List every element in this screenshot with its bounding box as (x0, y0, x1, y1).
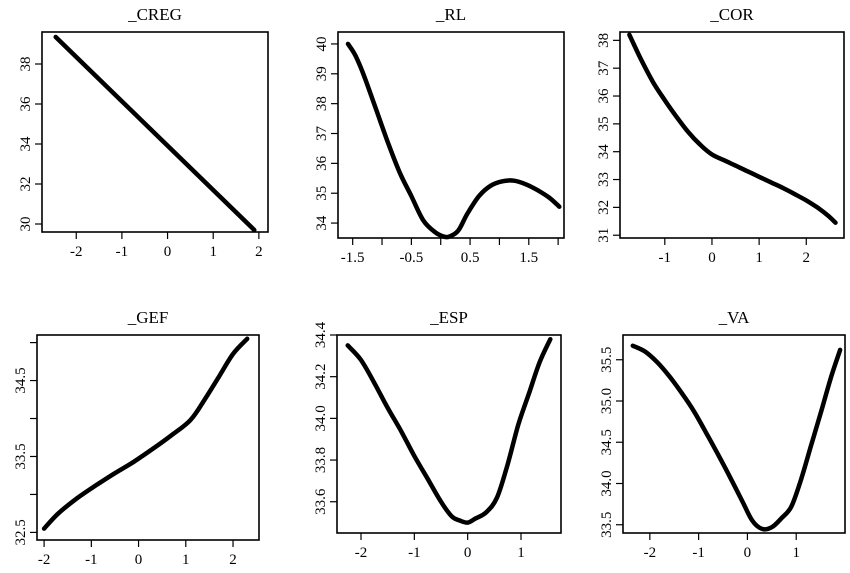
series-line (630, 343, 843, 532)
panel-cor: _COR -1 0 1 2 31 32 33 34 35 36 37 38 (596, 5, 845, 266)
x-tick-label: 1.5 (519, 250, 538, 266)
y-tick-label: 35.0 (599, 388, 615, 414)
x-tick-label: -1 (408, 545, 421, 561)
x-tick-label: 2 (803, 250, 811, 266)
y-tick-label: 33.5 (599, 512, 615, 538)
x-tick-label: 0 (744, 545, 752, 561)
x-tick-label: 0 (164, 244, 172, 260)
x-tick-label: 1 (209, 244, 217, 260)
y-tick-label: 38 (18, 57, 34, 72)
panel-esp: _ESP -2 -1 0 1 33.6 33.8 34.0 34.2 34.4 (313, 308, 562, 561)
x-tick-label: 2 (255, 244, 263, 260)
x-tick-label: 0.5 (461, 250, 480, 266)
y-tick-label: 35 (596, 116, 612, 131)
y-tick-label: 39 (314, 66, 330, 81)
plot-frame (336, 334, 562, 534)
x-tick-label: -1 (85, 552, 98, 568)
y-tick-label: 33 (596, 172, 612, 187)
y-tick-label: 33.8 (313, 447, 329, 473)
x-tick-label: 0 (135, 552, 143, 568)
panel-title: _CREG (127, 5, 182, 24)
x-tick-label: 1 (755, 250, 763, 266)
y-tick-label: 31 (596, 228, 612, 243)
x-tick-label: -1.5 (341, 250, 365, 266)
y-tick-label: 38 (596, 33, 612, 48)
panel-rl: _RL -1.5 -0.5 0.5 1.5 34 35 36 37 38 39 40 (314, 5, 565, 266)
panel-title: _RL (435, 5, 466, 24)
x-tick-label: -0.5 (400, 250, 424, 266)
x-tick-label: -1 (116, 244, 129, 260)
y-tick-label: 32.5 (13, 519, 29, 545)
x-tick-label: 0 (464, 545, 472, 561)
y-tick-label: 34.2 (313, 364, 329, 390)
y-tick-label: 33.5 (13, 443, 29, 469)
panel-title: _COR (709, 5, 754, 24)
x-tick-label: 1 (182, 552, 190, 568)
x-tick-label: -2 (644, 545, 657, 561)
panel-title: _ESP (429, 308, 468, 327)
y-tick-label: 32 (596, 200, 612, 215)
plot-frame (36, 334, 260, 541)
y-tick-label: 34 (18, 136, 34, 152)
y-tick-label: 34 (596, 144, 612, 160)
x-tick-label: -2 (355, 545, 368, 561)
panel-title: _VA (718, 308, 751, 327)
y-tick-label: 36 (314, 155, 330, 171)
y-tick-label: 36 (18, 96, 34, 112)
x-tick-label: 1 (517, 545, 525, 561)
y-tick-label: 34.5 (13, 367, 29, 393)
y-tick-label: 34.0 (599, 470, 615, 496)
x-tick-label: -2 (70, 244, 83, 260)
plot-frame (337, 31, 565, 239)
y-tick-label: 34 (314, 215, 330, 231)
series-line (53, 34, 257, 233)
y-tick-label: 37 (314, 126, 330, 142)
x-tick-label: 2 (229, 552, 237, 568)
plot-frame (619, 31, 845, 239)
x-tick-label: -2 (38, 552, 51, 568)
y-tick-label: 34.0 (313, 405, 329, 431)
y-tick-label: 35 (314, 186, 330, 201)
series-line (41, 336, 250, 531)
plot-frame (622, 334, 846, 534)
x-tick-label: -1 (659, 250, 672, 266)
y-tick-label: 37 (596, 60, 612, 76)
panel-va: _VA -2 -1 0 1 33.5 34.0 34.5 35.0 35.5 (599, 308, 846, 561)
x-tick-label: -1 (692, 545, 705, 561)
panel-gef: _GEF -2 -1 0 1 2 32.5 33.5 34.5 (13, 308, 260, 568)
y-tick-label: 32 (18, 177, 34, 192)
y-tick-label: 30 (18, 217, 34, 232)
y-tick-label: 38 (314, 96, 330, 111)
y-tick-label: 34.5 (599, 429, 615, 455)
y-tick-label: 40 (314, 36, 330, 51)
x-tick-label: 0 (708, 250, 716, 266)
y-tick-label: 34.4 (313, 321, 329, 348)
y-tick-label: 36 (596, 88, 612, 104)
panel-title: _GEF (127, 308, 169, 327)
x-tick-label: 1 (792, 545, 800, 561)
y-tick-label: 33.6 (313, 488, 329, 515)
plot-frame (41, 31, 269, 233)
series-line (345, 336, 553, 525)
y-tick-label: 35.5 (599, 347, 615, 373)
series-line (345, 41, 562, 240)
panel-creg: _CREG -2 -1 0 1 2 30 32 34 36 38 (18, 5, 269, 260)
series-line (627, 32, 838, 225)
